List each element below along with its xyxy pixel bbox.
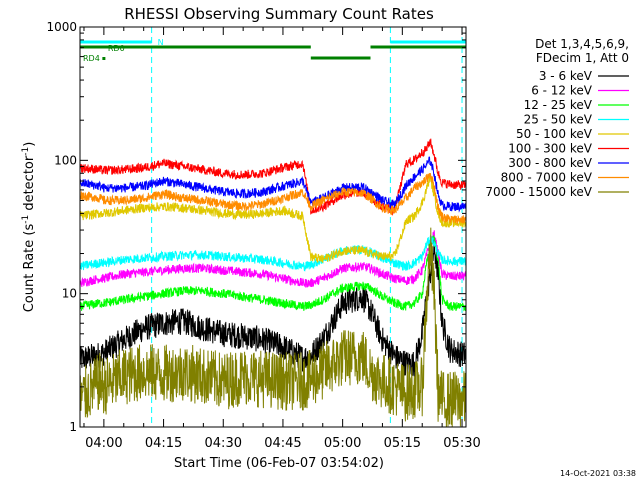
x-tick-label: 05:15 <box>384 436 421 451</box>
legend-header: Det 1,3,4,5,6,9, <box>535 37 629 51</box>
plot-frame <box>79 26 467 428</box>
series-line <box>79 230 467 288</box>
series-line <box>79 235 467 272</box>
x-tick-label: 05:00 <box>324 436 361 451</box>
legend-label: 3 - 6 keV <box>539 69 593 83</box>
series-line <box>79 172 467 225</box>
series-line <box>79 236 467 377</box>
legend: Det 1,3,4,5,6,9,FDecim 1, Att 0 3 - 6 keV… <box>485 37 629 199</box>
series-line <box>79 235 467 312</box>
y-tick-label: 10 <box>62 287 77 301</box>
chart-title: RHESSI Observing Summary Count Rates <box>124 5 434 23</box>
flag-label: RD0 <box>108 44 125 53</box>
x-axis-label: Start Time (06-Feb-07 03:54:02) <box>174 456 384 471</box>
legend-label: 100 - 300 keV <box>508 142 592 156</box>
x-tick-label: 04:15 <box>145 436 182 451</box>
flag-label: RD4 <box>83 54 100 63</box>
y-axis: 1 10 100 1000 <box>46 20 466 434</box>
flag-label: N <box>158 38 164 47</box>
x-axis: 04:00 04:15 04:30 04:45 05:00 05:15 05:30 <box>83 27 481 451</box>
legend-label: 800 - 7000 keV <box>501 171 593 185</box>
series-line <box>79 156 467 213</box>
legend-label: 12 - 25 keV <box>524 98 593 112</box>
plot-area: N RD0 RD4 <box>79 27 467 428</box>
legend-label: 7000 - 15000 keV <box>485 185 592 199</box>
x-tick-label: 04:30 <box>205 436 242 451</box>
y-tick-label: 100 <box>54 153 77 167</box>
x-tick-label: 04:45 <box>264 436 301 451</box>
legend-label: 50 - 100 keV <box>516 127 593 141</box>
x-tick-label: 05:30 <box>443 436 480 451</box>
y-tick-label: 1 <box>69 420 77 434</box>
x-tick-label: 04:00 <box>85 436 122 451</box>
y-tick-label: 1000 <box>46 20 77 34</box>
series-line <box>79 138 467 217</box>
series-line <box>79 174 467 263</box>
rd4-flag-mark <box>102 57 106 60</box>
y-axis-label: Count Rate (s-1 detector-1) <box>21 142 37 313</box>
legend-label: 300 - 800 keV <box>508 156 592 170</box>
legend-label: 25 - 50 keV <box>524 113 593 127</box>
legend-header: FDecim 1, Att 0 <box>536 51 629 65</box>
legend-label: 6 - 12 keV <box>531 84 593 98</box>
timestamp: 14-Oct-2021 03:38 <box>560 469 636 478</box>
series-line <box>79 227 467 428</box>
